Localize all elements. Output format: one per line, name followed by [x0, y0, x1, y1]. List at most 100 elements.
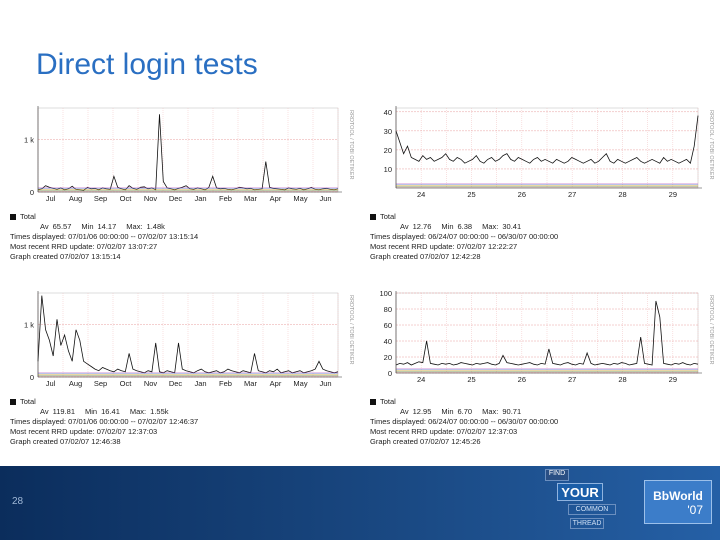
stats-row: Av 65.57 Min 14.17 Max: 1.48k — [10, 222, 198, 232]
y-tick-label: 40 — [384, 337, 392, 346]
footer-band: FIND YOUR COMMON THREAD BbWorld '07 — [0, 466, 720, 540]
legend-label: Total — [20, 212, 36, 221]
stats-row: Av 12.76 Min 6.38 Max: 30.41 — [370, 222, 558, 232]
stat-key: Av — [400, 407, 409, 416]
x-tick-label: Apr — [270, 379, 282, 388]
y-tick-label: 1 k — [24, 321, 34, 330]
y-tick-label: 80 — [384, 305, 392, 314]
stat-value: 30.41 — [502, 222, 522, 231]
times-displayed: Times displayed: 07/01/06 00:00:00 -- 07… — [10, 232, 199, 241]
graph-created: Graph created 07/02/07 12:42:28 — [370, 252, 481, 261]
x-tick-label: Oct — [120, 379, 133, 388]
stats-row: Av 12.95 Min 6.70 Max: 90.71 — [370, 407, 558, 417]
stat-value: 1.55k — [150, 407, 169, 416]
stats-row: Av 119.81 Min 16.41 Max: 1.55k — [10, 407, 198, 417]
x-tick-label: Apr — [270, 194, 282, 203]
x-tick-label: Dec — [169, 194, 183, 203]
chart-svg: 0 20 40 60 80 100 24 25 26 27 28 29 RRDTOOL / TOBI O… — [379, 289, 714, 384]
stat-key: Min — [441, 222, 454, 231]
x-tick-label: 26 — [518, 190, 526, 199]
chart-panel-bottom-right: 0 20 40 60 80 100 24 25 26 27 28 29 RRDTOOL / TOBI O… — [360, 285, 720, 465]
legend-swatch — [370, 399, 376, 406]
stat-value: 65.57 — [52, 222, 72, 231]
recent-update: Most recent RRD update: 07/02/07 12:22:2… — [370, 242, 518, 251]
y-tick-label: 10 — [384, 165, 392, 174]
y-tick-label: 20 — [384, 146, 392, 155]
series-line-total — [395, 300, 699, 366]
x-tick-label: 28 — [618, 375, 626, 384]
bbworld-logo: BbWorld '07 — [644, 480, 712, 524]
x-tick-label: 27 — [568, 375, 576, 384]
chart-panel-top-left: 0 1 k Jul Aug Sep Oct Nov Dec Jan Feb Mar Apr May Jun… — [0, 100, 360, 280]
legend-label: Total — [380, 212, 396, 221]
page-number: 28 — [12, 496, 24, 507]
x-tick-label: Mar — [244, 194, 257, 203]
x-tick-label: Jun — [319, 379, 331, 388]
stat-key: Min — [441, 407, 454, 416]
rrdtool-watermark: RRDTOOL / TOBI OETIKER — [708, 295, 714, 365]
times-displayed: Times displayed: 06/24/07 00:00:00 -- 06… — [370, 232, 559, 241]
x-tick-label: 29 — [669, 190, 677, 199]
x-tick-label: Sep — [94, 379, 107, 388]
stat-key: Min — [85, 407, 98, 416]
stat-key: Av — [400, 222, 409, 231]
recent-update: Most recent RRD update: 07/02/07 12:37:0… — [370, 427, 518, 436]
x-tick-label: Nov — [144, 194, 158, 203]
x-tick-label: Sep — [94, 194, 107, 203]
x-tick-label: 25 — [467, 190, 475, 199]
stat-value: 1.48k — [146, 222, 165, 231]
chart-stats: Total Av 65.57 Min 14.17 Max: 1.48k Times displ… — [10, 212, 198, 262]
y-tick-label: 0 — [30, 188, 34, 197]
stat-key: Max: — [129, 407, 147, 416]
series-line-total — [37, 295, 339, 374]
legend-row: Total — [370, 212, 558, 222]
times-displayed: Times displayed: 06/24/07 00:00:00 -- 06… — [370, 417, 559, 426]
chart-svg: 10 20 30 40 24 25 26 27 28 29 RRDTOOL / TOBI OETIK… — [384, 106, 714, 199]
graph-created: Graph created 07/02/07 12:46:38 — [10, 437, 121, 446]
stat-value: 6.38 — [457, 222, 473, 231]
series-line-total — [395, 115, 699, 164]
x-tick-label: Jun — [319, 194, 331, 203]
x-tick-label: May — [293, 194, 307, 203]
times-displayed: Times displayed: 07/01/06 00:00:00 -- 07… — [10, 417, 199, 426]
x-tick-label: Jan — [194, 194, 206, 203]
y-tick-label: 0 — [30, 373, 34, 382]
y-tick-label: 40 — [384, 108, 392, 117]
chart-svg: 0 1 k Jul Aug Sep Oct Nov Dec Jan Feb Mar Apr May Jun… — [24, 106, 354, 203]
x-tick-label: 25 — [467, 375, 475, 384]
y-tick-label: 100 — [379, 289, 392, 298]
chart-stats: Total Av 12.95 Min 6.70 Max: 90.71 Times displa… — [370, 397, 558, 447]
graph-created: Graph created 07/02/07 13:15:14 — [10, 252, 121, 261]
stat-value: 119.81 — [52, 407, 76, 416]
recent-update: Most recent RRD update: 07/02/07 13:07:2… — [10, 242, 158, 251]
stat-key: Min — [81, 222, 94, 231]
legend-row: Total — [370, 397, 558, 407]
stat-key: Av — [40, 407, 49, 416]
legend-label: Total — [20, 397, 36, 406]
x-tick-label: May — [293, 379, 307, 388]
stat-key: Max: — [126, 222, 143, 231]
stat-key: Max: — [482, 407, 499, 416]
rrdtool-watermark: RRDTOOL / TOBI OETIKER — [348, 110, 354, 180]
x-tick-label: Aug — [69, 379, 82, 388]
x-tick-label: 28 — [618, 190, 626, 199]
y-tick-label: 20 — [384, 353, 392, 362]
legend-row: Total — [10, 397, 198, 407]
rrdtool-watermark: RRDTOOL / TOBI OETIKER — [348, 295, 354, 365]
chart-svg: 0 1 k Jul Aug Sep Oct Nov Dec Jan Feb Mar Apr May Jun… — [24, 291, 354, 388]
recent-update: Most recent RRD update: 07/02/07 12:37:0… — [10, 427, 158, 436]
x-tick-label: Mar — [244, 379, 257, 388]
y-tick-label: 1 k — [24, 136, 34, 145]
chart-stats: Total Av 119.81 Min 16.41 Max: 1.55k Times disp… — [10, 397, 198, 447]
stat-value: 6.70 — [457, 407, 473, 416]
x-tick-label: Aug — [69, 194, 82, 203]
graph-created: Graph created 07/02/07 12:45:26 — [370, 437, 481, 446]
bbworld-year: '07 — [687, 503, 703, 517]
x-tick-label: Oct — [120, 194, 133, 203]
x-tick-label: Feb — [219, 194, 232, 203]
x-tick-label: Dec — [169, 379, 183, 388]
common-label: COMMON — [568, 504, 616, 515]
legend-swatch — [10, 214, 16, 221]
x-tick-label: 26 — [518, 375, 526, 384]
